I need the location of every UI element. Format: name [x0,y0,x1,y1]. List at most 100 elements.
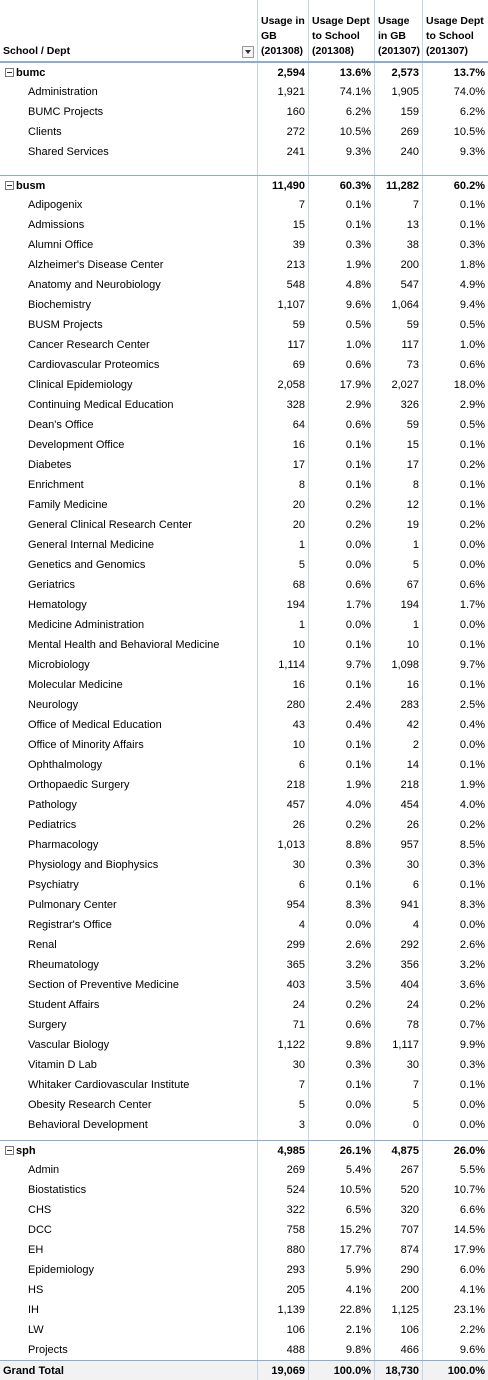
label-text: Family Medicine [28,499,108,511]
data-row: Vascular Biology 1,122 9.8% 1,117 9.9% [0,1035,488,1055]
value-cell: 0.1% [459,639,485,651]
data-row: Anatomy and Neurobiology 548 4.8% 547 4.9% [0,275,488,295]
value-cell: 74.0% [453,86,485,98]
data-row: Dean's Office 64 0.6% 59 0.5% [0,415,488,435]
value-cell: 520 [375,1180,423,1200]
spacer-cell [309,162,375,175]
label-text: Pathology [28,799,77,811]
collapse-toggle[interactable] [5,181,14,190]
data-row: Administration 1,921 74.1% 1,905 74.0% [0,82,488,102]
value-cell: 0.0% [459,919,485,931]
label-cell: Administration [0,82,258,102]
value-cell: 0.5% [459,319,485,331]
label-cell: Clients [0,122,258,142]
value-cell: 0.5% [309,315,375,335]
label-text: Obesity Research Center [28,1099,152,1111]
label-text: Dean's Office [28,419,94,431]
value-cell: 71 [258,1015,309,1035]
value-cell: 457 [258,795,309,815]
label-text: CHS [28,1204,52,1216]
label-cell: Clinical Epidemiology [0,375,258,395]
value-cell: 159 [375,102,423,122]
label-cell: Dean's Office [0,415,258,435]
value-cell: 0.1% [459,199,485,211]
label-text: LW [28,1324,44,1336]
data-row: Rheumatology 365 3.2% 356 3.2% [0,955,488,975]
label-text: Section of Preventive Medicine [28,979,180,991]
data-row: Molecular Medicine 16 0.1% 16 0.1% [0,675,488,695]
label-cell: Continuing Medical Education [0,395,258,415]
value-cell: 0.1% [309,195,375,215]
label-cell: Cancer Research Center [0,335,258,355]
value-cell: 218 [375,775,423,795]
value-cell: 0.4% [309,715,375,735]
collapse-toggle[interactable] [5,1146,14,1155]
value-cell: 8 [375,475,423,495]
value-cell: 0.6% [459,359,485,371]
label-text: sph [16,1144,36,1157]
label-text: Microbiology [28,659,90,671]
data-row: Vitamin D Lab 30 0.3% 30 0.3% [0,1055,488,1075]
value-cell: 0.2% [309,995,375,1015]
data-row: Alumni Office 39 0.3% 38 0.3% [0,235,488,255]
value-cell: 0.3% [459,239,485,251]
value-cell: 16 [375,675,423,695]
label-cell: Admin [0,1160,258,1180]
label-cell: Mental Health and Behavioral Medicine [0,635,258,655]
label-text: Cardiovascular Proteomics [28,359,160,371]
label-text: Development Office [28,439,125,451]
label-cell: Cardiovascular Proteomics [0,355,258,375]
label-cell: HS [0,1280,258,1300]
label-cell: Family Medicine [0,495,258,515]
label-text: Hematology [28,599,87,611]
value-cell: 0.0% [459,1099,485,1111]
value-cell: 213 [258,255,309,275]
value-cell: 10.7% [453,1184,485,1196]
label-text: IH [28,1304,39,1316]
value-cell: 5.9% [309,1260,375,1280]
value-cell: 280 [258,695,309,715]
value-cell: 0.0% [309,1115,375,1135]
label-text: Clinical Epidemiology [28,379,133,391]
label-cell: Pulmonary Center [0,895,258,915]
value-cell: 0.0% [309,1095,375,1115]
label-cell: Geriatrics [0,575,258,595]
label-cell: LW [0,1320,258,1340]
value-cell: 0.6% [459,579,485,591]
value-cell: 8.5% [459,839,485,851]
label-text: HS [28,1284,44,1296]
label-cell: Shared Services [0,142,258,162]
value-cell: 205 [258,1280,309,1300]
label-text: Rheumatology [28,959,99,971]
value-cell: 2.1% [309,1320,375,1340]
label-text: Biochemistry [28,299,91,311]
data-row: Obesity Research Center 5 0.0% 5 0.0% [0,1095,488,1115]
value-cell: 6.6% [459,1204,485,1216]
data-row: Student Affairs 24 0.2% 24 0.2% [0,995,488,1015]
label-text: Medicine Administration [28,619,145,631]
label-cell: IH [0,1300,258,1320]
label-text: Diabetes [28,459,72,471]
value-cell: 0.1% [309,475,375,495]
filter-dropdown[interactable] [242,46,254,58]
group-row: sph 4,985 26.1% 4,875 26.0% [0,1140,488,1160]
value-cell: 0.0% [309,535,375,555]
value-cell: 548 [258,275,309,295]
label-text: BUSM Projects [28,319,103,331]
value-cell: 10.5% [453,126,485,138]
data-row: Orthopaedic Surgery 218 1.9% 218 1.9% [0,775,488,795]
value-cell: 24 [375,995,423,1015]
value-cell: 292 [375,935,423,955]
collapse-toggle[interactable] [5,68,14,77]
value-cell: 0.2% [309,515,375,535]
data-row: Epidemiology 293 5.9% 290 6.0% [0,1260,488,1280]
value-cell: 0.3% [309,235,375,255]
value-cell: 64 [258,415,309,435]
value-cell: 42 [375,715,423,735]
value-cell: 0.1% [309,1075,375,1095]
value-cell: 1,114 [258,655,309,675]
label-text: Pharmacology [28,839,99,851]
label-text: DCC [28,1224,52,1236]
label-text: Neurology [28,699,79,711]
